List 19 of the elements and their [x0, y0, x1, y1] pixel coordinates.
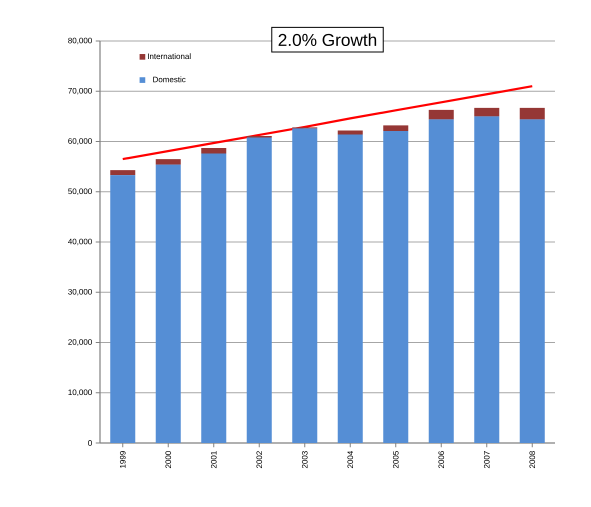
bar	[338, 134, 363, 443]
bar	[338, 130, 363, 134]
bar	[110, 170, 136, 176]
chart-title: 2.0% Growth	[278, 33, 376, 46]
bar	[474, 116, 500, 443]
bar	[156, 159, 181, 165]
bar	[201, 154, 226, 443]
bar	[292, 128, 318, 443]
bar	[383, 125, 408, 131]
bar	[520, 119, 545, 443]
bar	[156, 164, 181, 443]
bar	[520, 108, 545, 120]
bar	[246, 137, 272, 443]
bar	[428, 119, 454, 443]
bar	[110, 175, 136, 443]
bar	[383, 130, 408, 443]
bar	[201, 148, 226, 154]
bar	[474, 108, 500, 116]
bar	[428, 110, 454, 120]
